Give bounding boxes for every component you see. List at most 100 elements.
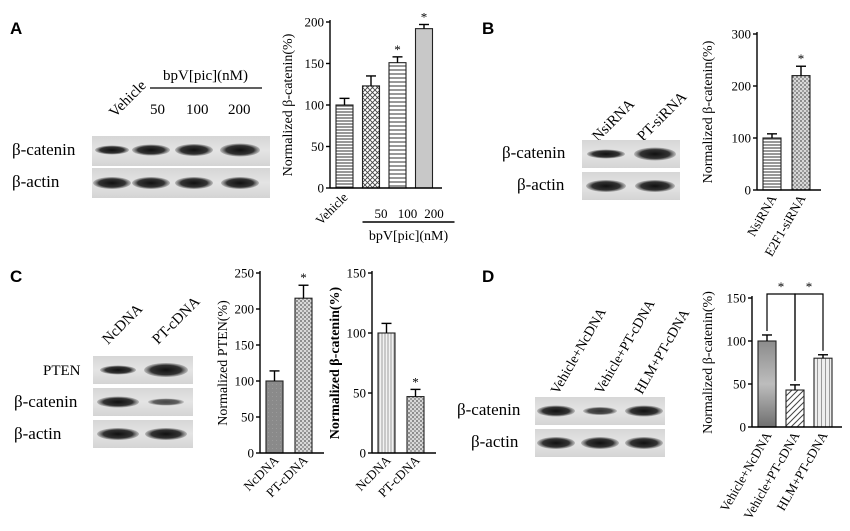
blot-d-row-beta-catenin: β-catenin xyxy=(457,400,521,419)
y-tick-label: 0 xyxy=(318,181,325,196)
y-tick-label: 100 xyxy=(235,374,255,389)
blot-a-lane-100: 100 xyxy=(186,102,209,118)
bar-c2-1 xyxy=(406,396,425,454)
y-axis-label: Normalized β-catenin(%) xyxy=(328,286,343,439)
bar-a-2 xyxy=(388,62,407,189)
y-tick-label: 300 xyxy=(732,27,752,42)
significance-mark: * xyxy=(806,279,813,294)
bar-d-1 xyxy=(785,389,805,428)
significance-mark: * xyxy=(798,51,805,66)
significance-mark: * xyxy=(421,9,428,24)
significance-mark: * xyxy=(394,42,401,57)
bar-d-2 xyxy=(813,357,833,428)
y-tick-label: 50 xyxy=(311,139,324,154)
blot-band xyxy=(537,405,575,417)
y-tick-label: 0 xyxy=(248,446,255,461)
blot-a-row-beta-catenin: β-catenin xyxy=(12,140,76,159)
y-tick-label: 200 xyxy=(235,302,255,317)
blot-band xyxy=(537,437,575,449)
blot-band xyxy=(586,180,626,192)
blot-band xyxy=(625,405,663,417)
significance-mark: * xyxy=(300,270,307,285)
blot-band xyxy=(144,363,188,377)
blot-band xyxy=(587,149,625,159)
bar-b-1 xyxy=(791,75,811,191)
bar-c1-0 xyxy=(265,380,284,454)
blot-band xyxy=(132,144,170,156)
x-tick-label: 50 xyxy=(375,206,388,221)
blot-c-row-beta-actin: β-actin xyxy=(14,424,62,443)
y-tick-label: 0 xyxy=(740,420,747,435)
y-axis-label: Normalized β-catenin(%) xyxy=(701,291,716,434)
blot-c-lane-pt-cdna: PT-cDNA xyxy=(150,294,204,348)
blot-band xyxy=(221,177,259,189)
blot-d-row-beta-actin: β-actin xyxy=(471,432,519,451)
y-tick-label: 100 xyxy=(727,334,747,349)
y-tick-label: 100 xyxy=(305,98,325,113)
panel-label-a: A xyxy=(10,19,22,38)
y-tick-label: 100 xyxy=(347,326,367,341)
y-axis-label: Normalized β-catenin(%) xyxy=(701,40,716,183)
blot-c: NcDNA PT-cDNA PTEN β-catenin β-actin xyxy=(14,294,204,448)
bar-b-0 xyxy=(762,137,782,191)
bar-a-1 xyxy=(361,85,381,189)
y-tick-label: 50 xyxy=(733,377,746,392)
y-tick-label: 0 xyxy=(745,183,752,198)
blot-a-row-beta-actin: β-actin xyxy=(12,172,60,191)
panel-label-b: B xyxy=(482,19,494,38)
y-tick-label: 250 xyxy=(235,266,255,281)
bar-a-0 xyxy=(335,104,354,189)
bar-a-3 xyxy=(414,28,434,189)
blot-band xyxy=(220,143,260,157)
blot-a-lane-200: 200 xyxy=(228,102,251,118)
blot-band xyxy=(97,396,139,408)
blot-band xyxy=(100,365,136,375)
panel-label-c: C xyxy=(10,267,22,286)
blot-a: Vehicle bpV[pic](nM) 50 100 200 β-cateni… xyxy=(12,68,270,198)
y-tick-label: 150 xyxy=(235,338,255,353)
blot-b-row-beta-actin: β-actin xyxy=(517,175,565,194)
y-tick-label: 200 xyxy=(732,79,752,94)
blot-b: NsiRNA PT-siRNA β-catenin β-actin xyxy=(502,89,690,200)
y-axis-label: Normalized β-catenin(%) xyxy=(281,33,296,176)
y-tick-label: 0 xyxy=(360,446,367,461)
blot-band xyxy=(583,407,617,415)
blot-band xyxy=(145,428,187,440)
y-tick-label: 50 xyxy=(241,410,254,425)
significance-mark: * xyxy=(412,374,419,389)
blot-b-row-beta-catenin: β-catenin xyxy=(502,143,566,162)
blot-band xyxy=(93,177,131,189)
blot-band xyxy=(625,437,663,449)
blot-b-lane-pt-sirna: PT-siRNA xyxy=(635,89,691,145)
blot-band xyxy=(581,437,619,449)
y-tick-label: 200 xyxy=(305,15,325,30)
blot-c-row-beta-catenin: β-catenin xyxy=(14,392,78,411)
blot-a-treatment-label: bpV[pic](nM) xyxy=(163,68,248,84)
blot-d: Vehicle+NcDNA Vehicle+PT-cDNA HLM+PT-cDN… xyxy=(457,297,694,457)
blot-band xyxy=(634,147,676,161)
blot-b-lane-nsirna: NsiRNA xyxy=(590,96,639,145)
y-axis-label: Normalized PTEN(%) xyxy=(216,300,231,426)
blot-band xyxy=(148,398,184,406)
x-tick-label: 200 xyxy=(424,206,444,221)
y-tick-label: 150 xyxy=(305,56,325,71)
panel-label-d: D xyxy=(482,267,494,286)
blot-a-lane-50: 50 xyxy=(150,102,165,118)
group-label: bpV[pic](nM) xyxy=(369,229,449,244)
blot-band xyxy=(132,177,170,189)
y-tick-label: 150 xyxy=(727,291,747,306)
x-tick-label: 100 xyxy=(398,206,418,221)
y-tick-label: 50 xyxy=(353,386,366,401)
comparison-bracket xyxy=(794,293,824,381)
blot-c-lane-ncdna: NcDNA xyxy=(100,301,147,348)
y-tick-label: 150 xyxy=(347,266,367,281)
blot-band xyxy=(97,428,139,440)
bar-c1-1 xyxy=(294,297,313,454)
blot-band xyxy=(635,180,675,192)
blot-band xyxy=(95,145,129,155)
bar-c2-0 xyxy=(377,332,396,454)
